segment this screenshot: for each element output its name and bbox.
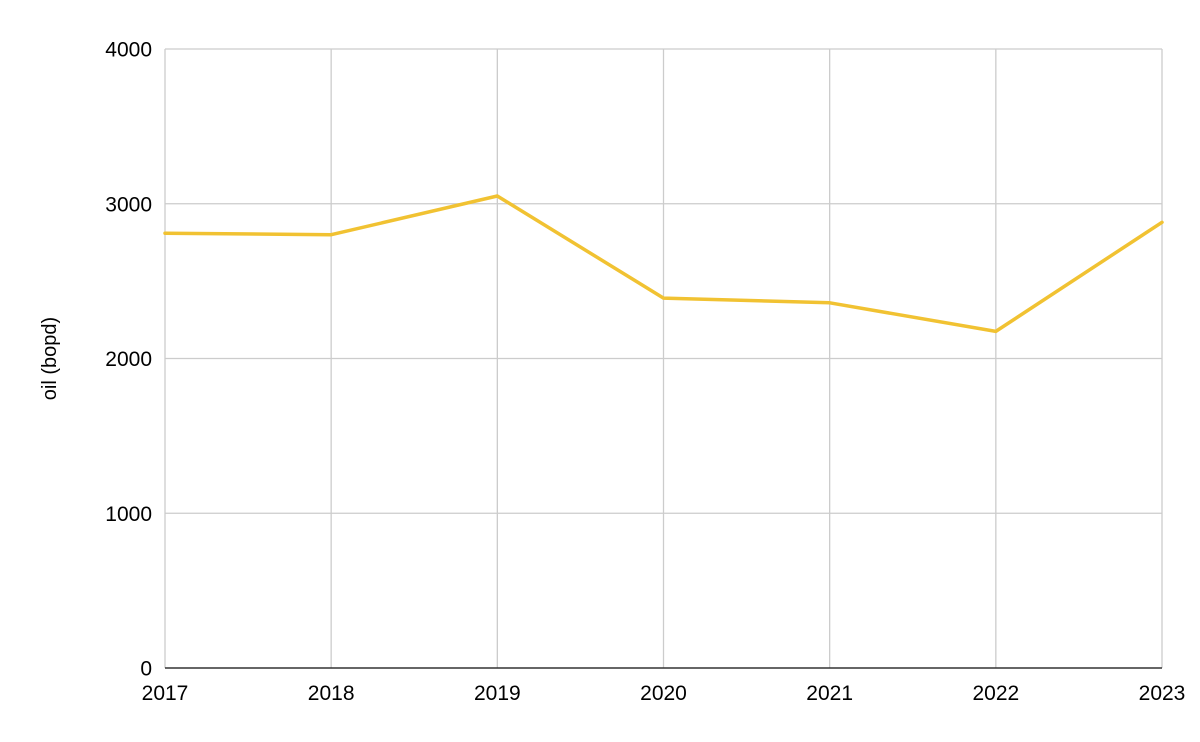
y-axis-ticks: 0 1000 2000 3000 4000 bbox=[105, 39, 152, 681]
x-tick-label: 2020 bbox=[640, 682, 687, 705]
x-tick-label: 2022 bbox=[972, 682, 1019, 705]
y-tick-label: 4000 bbox=[105, 39, 152, 62]
y-tick-label: 1000 bbox=[105, 503, 152, 526]
y-tick-label: 0 bbox=[140, 658, 152, 681]
y-tick-label: 3000 bbox=[105, 193, 152, 216]
series-layer bbox=[163, 194, 1164, 334]
x-tick-label: 2019 bbox=[474, 682, 521, 705]
y-axis-title: oil (bopd) bbox=[39, 317, 61, 400]
x-tick-label: 2021 bbox=[806, 682, 853, 705]
x-tick-label: 2018 bbox=[308, 682, 355, 705]
x-tick-label: 2023 bbox=[1139, 682, 1186, 705]
x-tick-label: 2017 bbox=[142, 682, 189, 705]
oil-series-line bbox=[163, 194, 1164, 334]
x-axis-ticks: 2017 2018 2019 2020 2021 2022 2023 bbox=[142, 682, 1186, 705]
y-tick-label: 2000 bbox=[105, 348, 152, 371]
grid bbox=[164, 48, 1163, 669]
